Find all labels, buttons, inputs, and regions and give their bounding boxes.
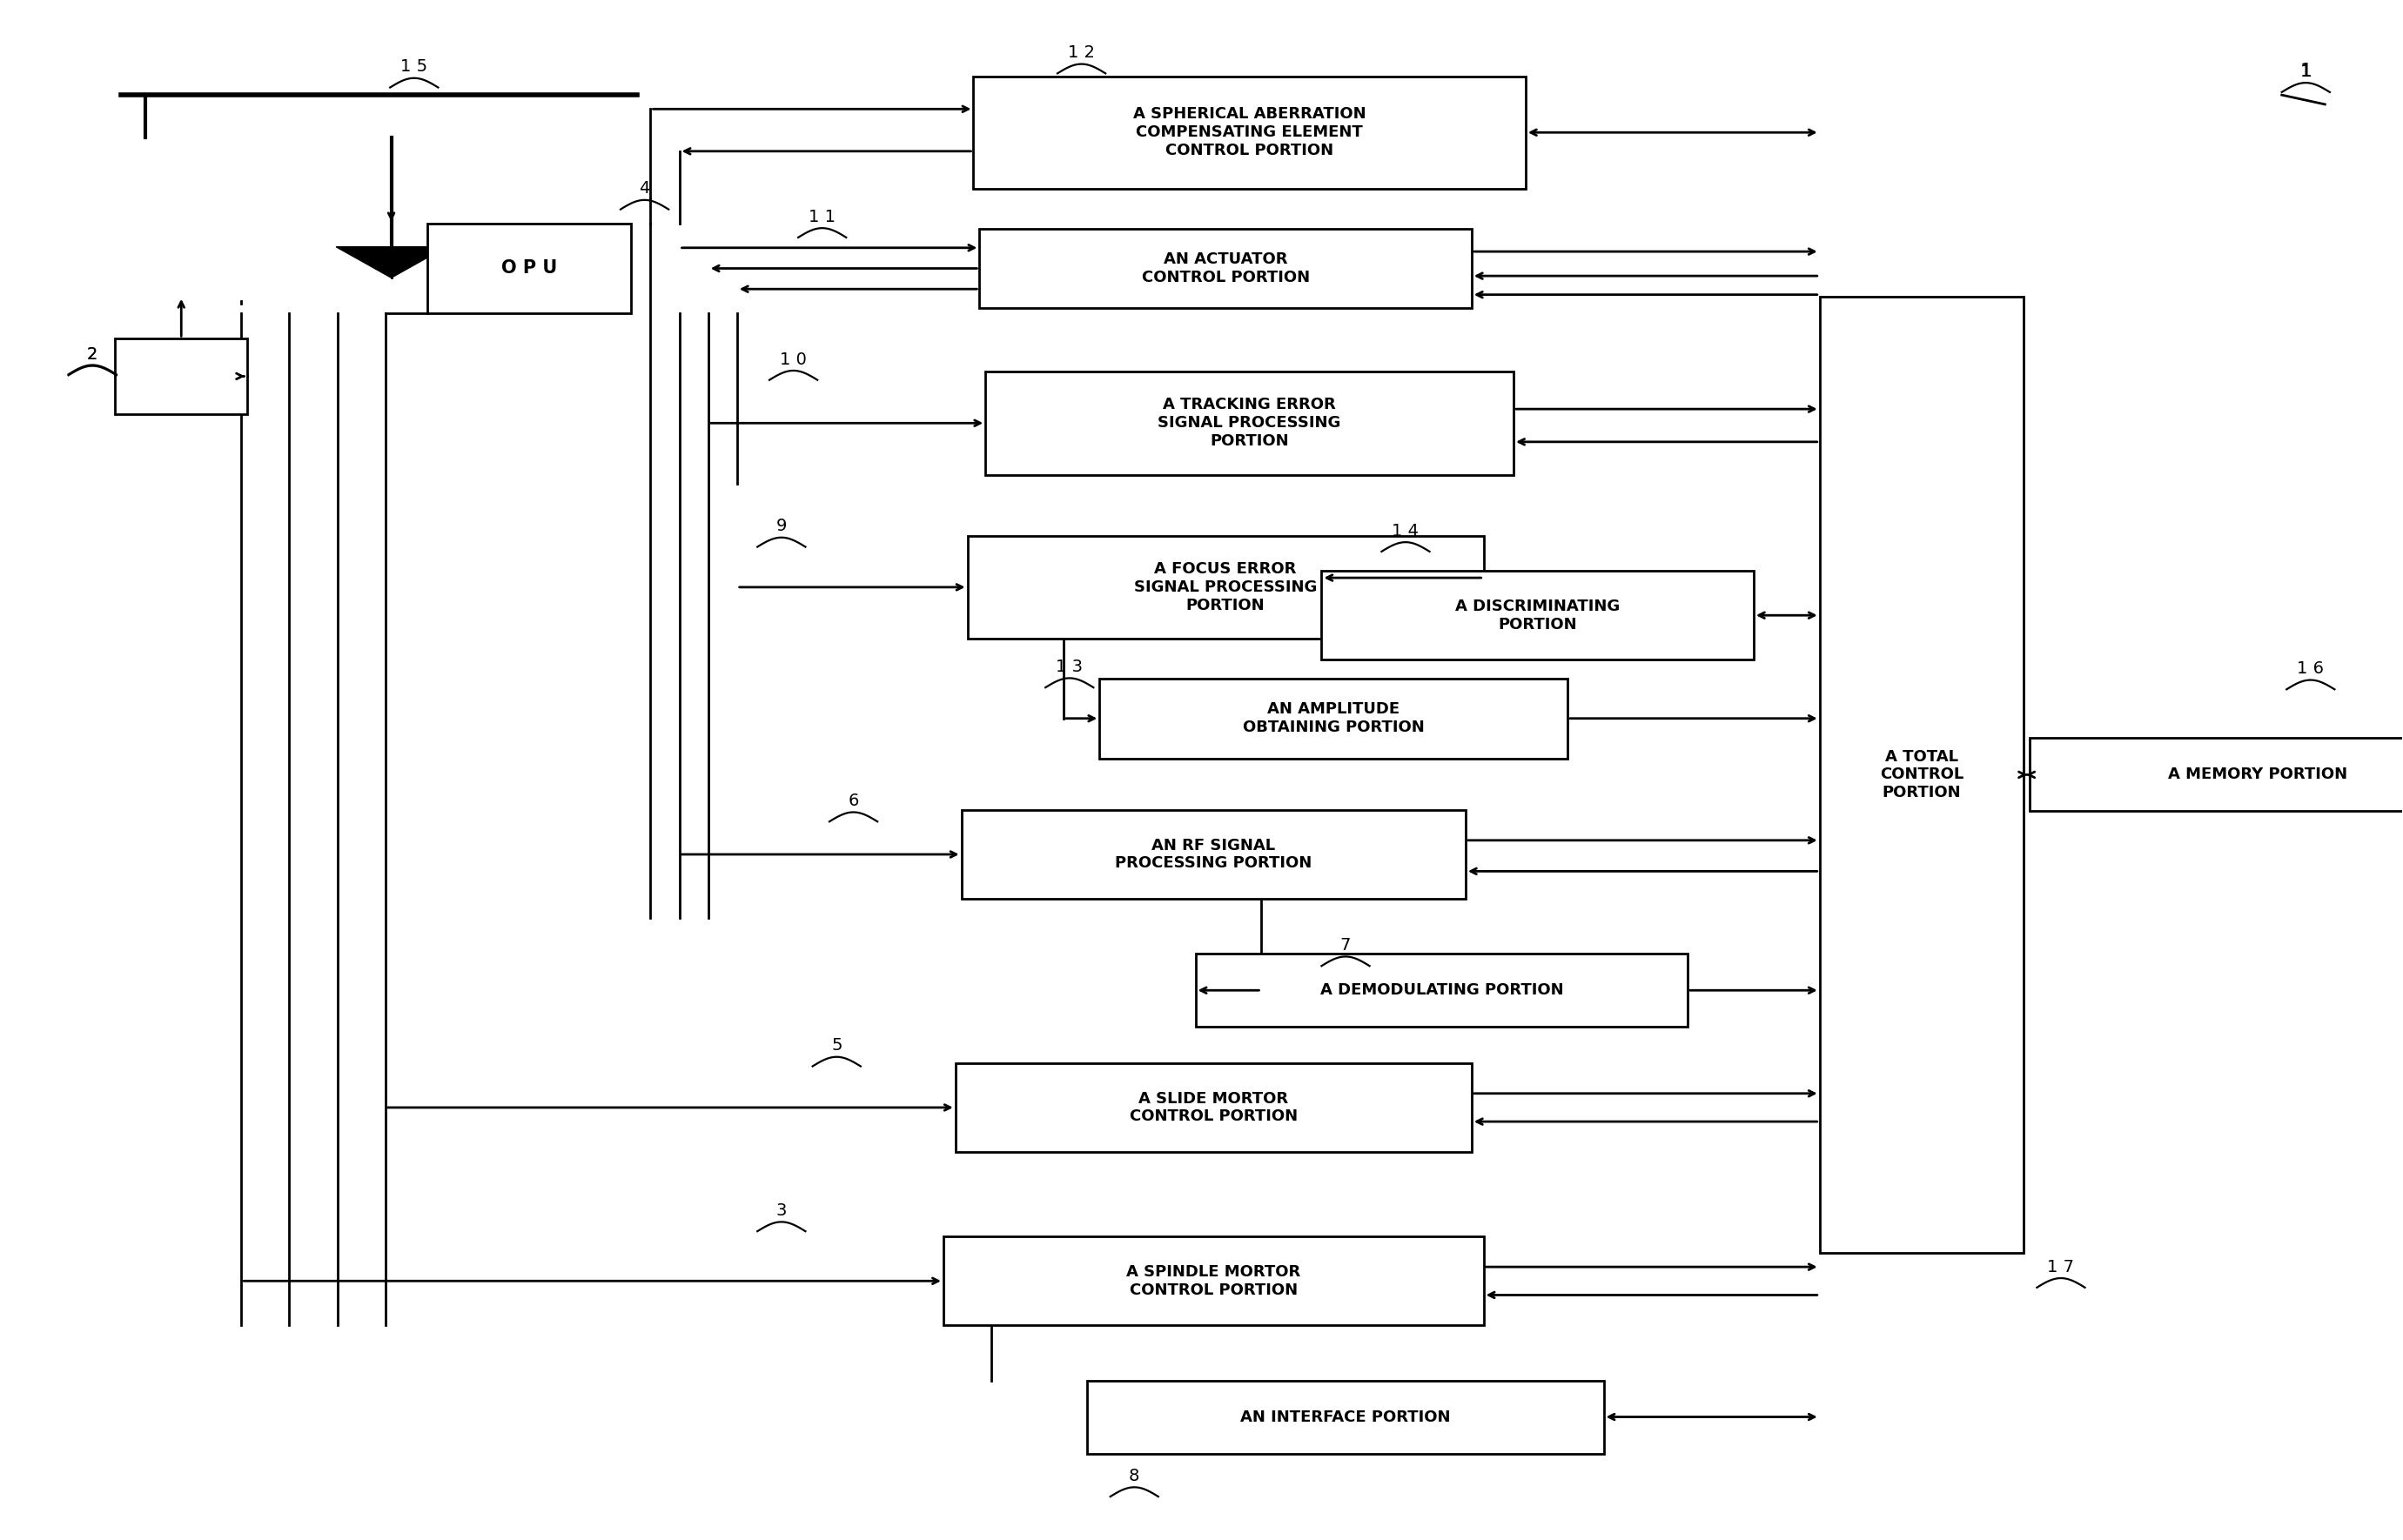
Bar [973,75,1526,189]
Polygon shape [336,246,447,277]
Bar [985,371,1514,474]
Text: 7: 7 [1341,936,1350,953]
Text: 1 1: 1 1 [810,208,836,225]
Text: 1 0: 1 0 [781,351,807,368]
Bar [968,536,1483,639]
Text: 2: 2 [87,346,99,363]
Text: AN RF SIGNAL
PROCESSING PORTION: AN RF SIGNAL PROCESSING PORTION [1115,838,1312,872]
Text: 1 4: 1 4 [1391,522,1420,539]
Text: 4: 4 [639,180,649,197]
Text: 2: 2 [87,346,99,363]
Text: AN INTERFACE PORTION: AN INTERFACE PORTION [1240,1409,1451,1424]
Text: A TOTAL
CONTROL
PORTION: A TOTAL CONTROL PORTION [1879,748,1963,801]
Text: A MEMORY PORTION: A MEMORY PORTION [2168,767,2348,782]
Text: AN ACTUATOR
CONTROL PORTION: AN ACTUATOR CONTROL PORTION [1141,251,1310,285]
Text: 6: 6 [848,793,858,809]
Text: AN AMPLITUDE
OBTAINING PORTION: AN AMPLITUDE OBTAINING PORTION [1242,702,1425,735]
Text: A SPHERICAL ABERRATION
COMPENSATING ELEMENT
CONTROL PORTION: A SPHERICAL ABERRATION COMPENSATING ELEM… [1134,106,1365,159]
Bar [980,228,1471,308]
Bar [1197,953,1687,1027]
Bar [956,1063,1471,1152]
Text: A FOCUS ERROR
SIGNAL PROCESSING
PORTION: A FOCUS ERROR SIGNAL PROCESSING PORTION [1134,561,1317,613]
Bar [944,1237,1483,1326]
Text: 1 6: 1 6 [2297,661,2324,678]
Bar [115,339,248,414]
Bar [1819,297,2023,1254]
Bar [1101,679,1567,758]
Text: 1: 1 [2300,63,2312,80]
Text: 8: 8 [1129,1468,1139,1485]
Text: 3: 3 [776,1203,786,1220]
Bar [1089,1380,1603,1454]
Bar [961,810,1466,899]
Bar [1322,571,1754,659]
Text: A DISCRIMINATING
PORTION: A DISCRIMINATING PORTION [1456,599,1620,633]
Text: 1: 1 [2300,63,2312,80]
Text: A DEMODULATING PORTION: A DEMODULATING PORTION [1319,983,1564,998]
Bar [2031,738,2403,812]
Text: 1 5: 1 5 [401,59,428,75]
Text: 5: 5 [831,1038,841,1053]
Text: 9: 9 [776,517,786,534]
Text: A TRACKING ERROR
SIGNAL PROCESSING
PORTION: A TRACKING ERROR SIGNAL PROCESSING PORTI… [1158,397,1341,450]
Text: 1 3: 1 3 [1055,659,1084,675]
Text: 1 2: 1 2 [1067,45,1096,62]
Text: 1 7: 1 7 [2047,1258,2074,1275]
Text: A SLIDE MORTOR
CONTROL PORTION: A SLIDE MORTOR CONTROL PORTION [1129,1090,1298,1124]
Text: A SPINDLE MORTOR
CONTROL PORTION: A SPINDLE MORTOR CONTROL PORTION [1127,1264,1300,1298]
Bar [428,223,632,313]
Text: O P U: O P U [502,260,557,277]
